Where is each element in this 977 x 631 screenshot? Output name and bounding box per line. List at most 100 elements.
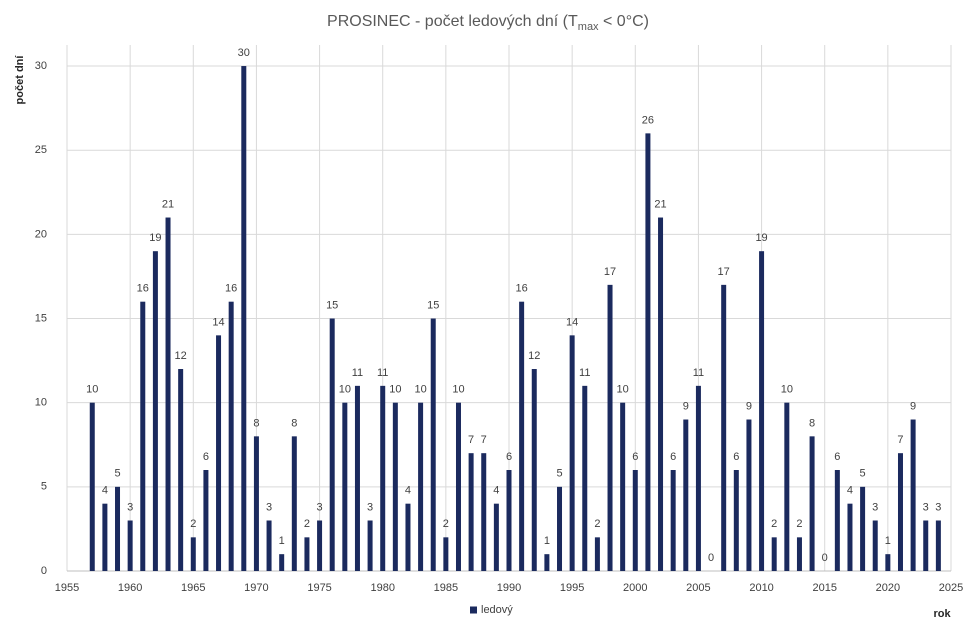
value-label: 1 [544,535,550,547]
value-label: 10 [617,384,629,396]
value-label: 10 [86,384,98,396]
bar [872,520,878,571]
bar [670,470,676,571]
y-tick-label: 20 [35,228,47,240]
bar [291,436,297,571]
bar [885,554,891,571]
value-label: 2 [443,518,449,530]
value-label: 9 [910,400,916,412]
bar [342,402,348,571]
value-label: 6 [506,451,512,463]
y-tick-label: 25 [35,144,47,156]
value-label: 11 [693,367,704,379]
value-label: 0 [708,552,714,564]
value-label: 9 [746,400,752,412]
value-label: 26 [642,114,654,126]
bar [834,470,840,571]
value-label: 16 [516,283,528,295]
value-label: 2 [594,518,600,530]
y-tick-label: 0 [41,565,47,577]
value-label: 12 [528,350,540,362]
bar [152,251,158,571]
x-tick-label: 1985 [434,582,458,594]
bar [569,335,575,571]
bar [418,402,424,571]
value-label: 11 [352,367,363,379]
bar [203,470,209,571]
bar [519,301,525,571]
y-axis-label: počet dní [14,55,26,105]
bar [279,554,285,571]
bar [784,402,790,571]
x-tick-label: 2015 [812,582,836,594]
bar [455,402,461,571]
value-label: 10 [339,384,351,396]
x-tick-label: 1960 [118,582,142,594]
value-label: 11 [579,367,590,379]
value-label: 21 [162,198,174,210]
value-label: 7 [468,434,474,446]
value-label: 11 [377,367,388,379]
bar [317,520,323,571]
bar [531,369,537,571]
value-label: 6 [670,451,676,463]
value-label: 3 [923,501,929,513]
bar [140,301,146,571]
y-tick-label: 30 [35,60,47,72]
value-label: 6 [632,451,638,463]
bar [392,402,398,571]
bar [241,66,247,571]
bar [443,537,449,571]
bar [746,419,752,571]
bar [178,369,184,571]
bar [127,520,133,571]
x-tick-label: 1980 [370,582,394,594]
title-end: < 0°C) [599,13,649,30]
bar [493,503,499,571]
value-label: 3 [935,501,941,513]
value-label: 10 [414,384,426,396]
value-label: 4 [102,485,108,497]
x-tick-label: 1995 [560,582,584,594]
bar [557,486,563,571]
bar [809,436,815,571]
bar [582,385,588,571]
x-tick-label: 1970 [244,582,268,594]
value-label: 1 [885,535,891,547]
x-tick-label: 2010 [749,582,773,594]
value-label: 16 [137,283,149,295]
value-label: 6 [834,451,840,463]
value-label: 19 [755,232,767,244]
bar [253,436,259,571]
value-label: 10 [781,384,793,396]
value-label: 2 [771,518,777,530]
bar [683,419,689,571]
x-tick-label: 2000 [623,582,647,594]
value-label: 17 [604,266,616,278]
value-label: 17 [718,266,730,278]
value-label: 8 [253,417,259,429]
value-label: 7 [481,434,487,446]
x-tick-label: 2020 [876,582,900,594]
value-label: 14 [212,316,224,328]
value-label: 12 [175,350,187,362]
bar [354,385,360,571]
bar [228,301,234,571]
bar [721,284,727,571]
value-label: 21 [654,198,666,210]
bar [771,537,777,571]
bar [190,537,196,571]
x-tick-label: 1990 [497,582,521,594]
title-main: PROSINEC - počet ledových dní (T [327,13,578,30]
value-label: 2 [190,518,196,530]
value-label: 3 [872,501,878,513]
bar [847,503,853,571]
bar [380,385,386,571]
value-label: 8 [291,417,297,429]
value-label: 16 [225,283,237,295]
chart-title: PROSINEC - počet ledových dní (Tmax < 0°… [327,13,649,33]
x-tick-label: 2025 [939,582,963,594]
value-label: 10 [452,384,464,396]
